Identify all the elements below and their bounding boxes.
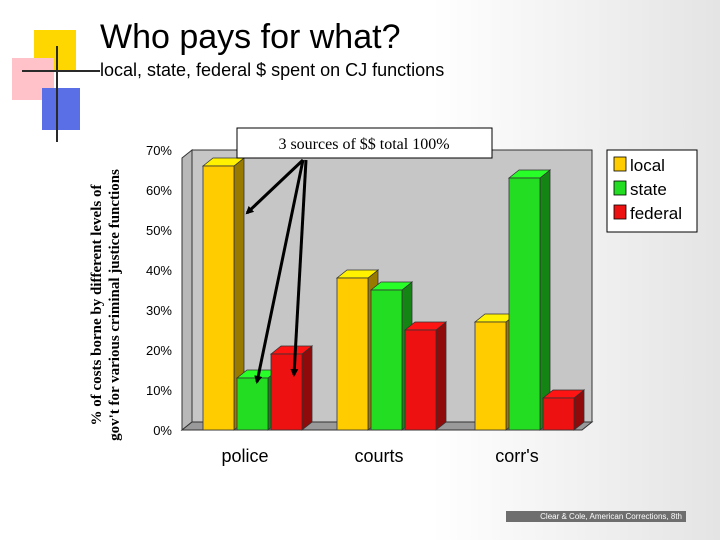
annotation-box xyxy=(236,127,493,159)
decor-vertical-line xyxy=(56,46,58,142)
legend-swatch-state xyxy=(613,180,627,196)
x-category-label: corr's xyxy=(495,446,538,466)
bar-state-corrs xyxy=(507,169,552,431)
bar-front xyxy=(404,329,437,431)
x-category-label: police xyxy=(221,446,268,466)
bar-side xyxy=(435,321,447,431)
annotation-arrow-3 xyxy=(290,159,308,377)
x-category-label: courts xyxy=(354,446,403,466)
legend-swatch-federal xyxy=(613,204,627,220)
bar-front xyxy=(508,177,541,431)
y-tick-label: 30% xyxy=(146,303,172,318)
bar-federal-corrs xyxy=(541,389,586,431)
annotation-arrow-1 xyxy=(245,158,305,215)
bar-front xyxy=(474,321,507,431)
bar-side xyxy=(301,345,313,431)
y-tick-label: 0% xyxy=(153,423,172,438)
bar-local-police xyxy=(201,157,246,431)
legend-label-state: state xyxy=(630,180,667,199)
bar-front xyxy=(370,289,403,431)
source-note: Clear & Cole, American Corrections, 8th xyxy=(506,511,686,522)
bar-side xyxy=(539,169,551,431)
bar-front xyxy=(542,397,575,431)
plot-side-wall xyxy=(181,148,193,432)
bar-front xyxy=(336,277,369,431)
y-tick-label: 20% xyxy=(146,343,172,358)
bar-front xyxy=(270,353,303,431)
slide-title: Who pays for what? xyxy=(100,18,401,56)
bar-federal-police xyxy=(269,345,314,431)
bar-front xyxy=(236,377,269,431)
legend-label-federal: federal xyxy=(630,204,682,223)
slide-subtitle: local, state, federal $ spent on CJ func… xyxy=(100,60,445,80)
y-tick-label: 10% xyxy=(146,383,172,398)
annotation-text: 3 sources of $$ total 100% xyxy=(278,136,449,153)
bar-front xyxy=(202,165,235,431)
decor-square-blue xyxy=(42,88,80,130)
y-tick-label: 70% xyxy=(146,143,172,158)
y-tick-label: 50% xyxy=(146,223,172,238)
bar-federal-courts xyxy=(403,321,448,431)
annotation-arrow-2 xyxy=(254,159,305,384)
y-tick-label: 60% xyxy=(146,183,172,198)
legend-swatch-local xyxy=(613,156,627,172)
bar-state-courts xyxy=(369,281,414,431)
decor-horizontal-line xyxy=(22,70,100,72)
y-tick-label: 40% xyxy=(146,263,172,278)
legend-label-local: local xyxy=(630,156,665,175)
